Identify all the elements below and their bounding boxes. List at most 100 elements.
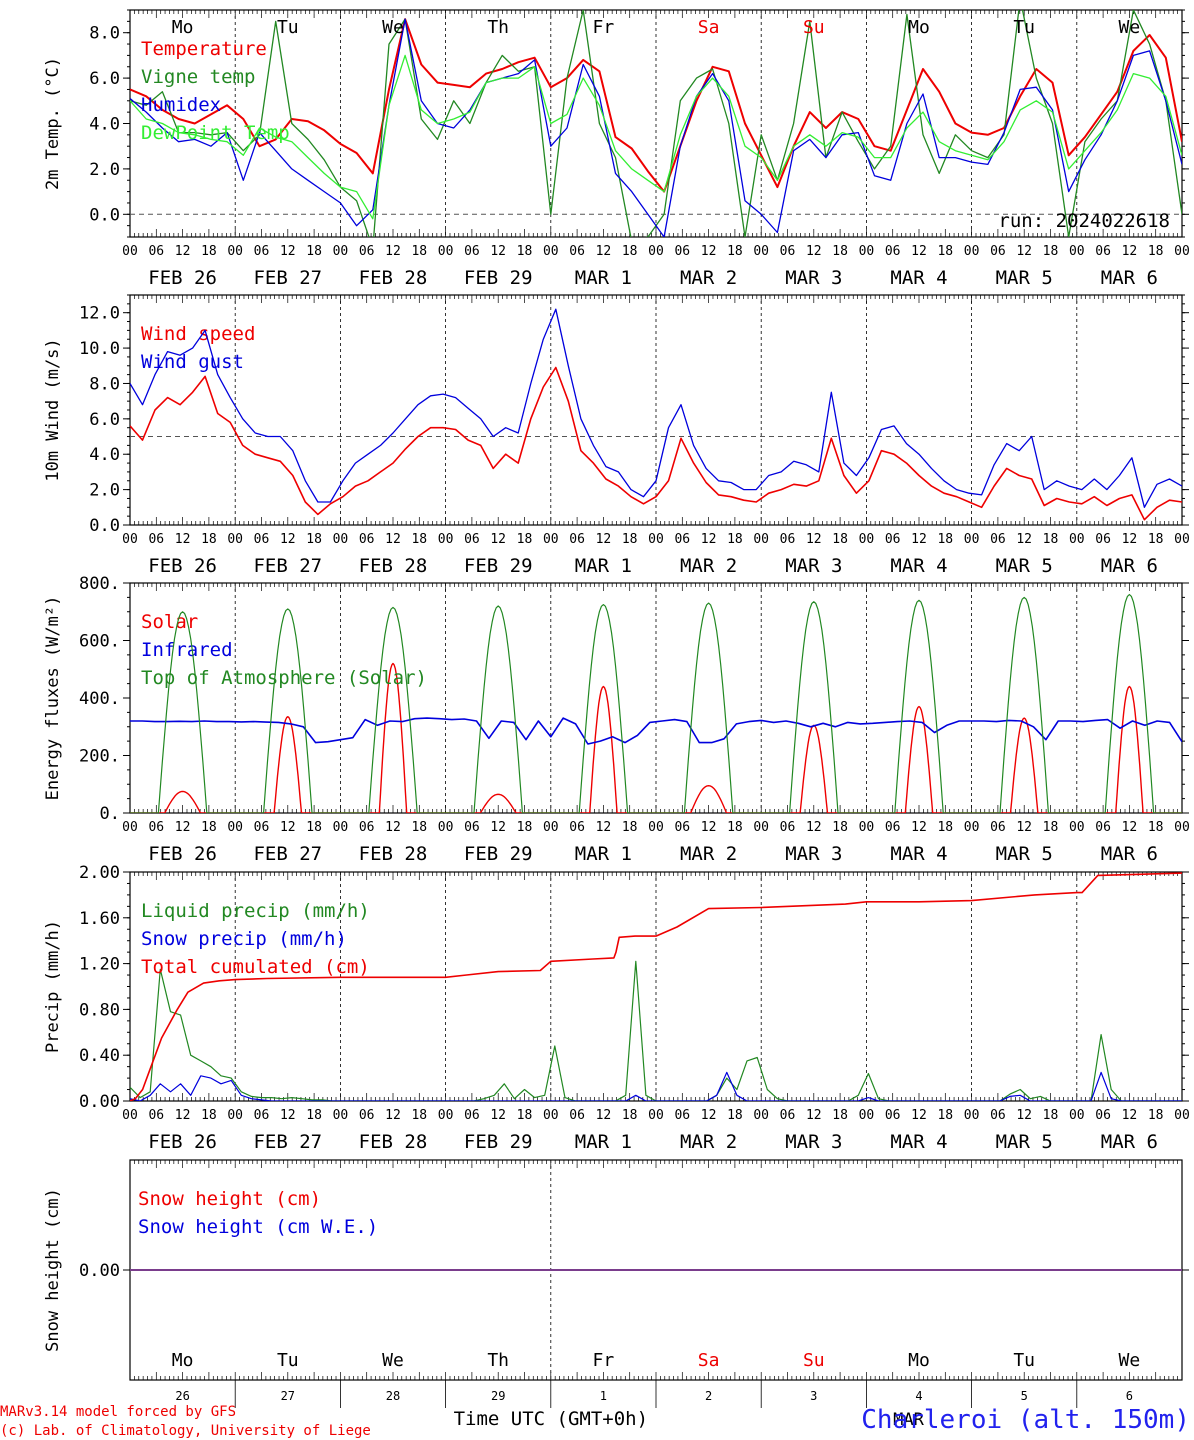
date-label: MAR 2 [680, 555, 737, 577]
hour-tick-label: 12 [1016, 1108, 1032, 1123]
hour-tick-label: 18 [727, 532, 743, 547]
hour-tick-label: 00 [964, 244, 980, 259]
date-label: MAR 3 [785, 267, 842, 289]
hour-tick-label: 12 [385, 1108, 401, 1123]
hour-tick-label: 18 [1148, 820, 1164, 835]
panel-3: 0. 200. 400. 600. 800. Energy fluxes (W/m²) So… [43, 574, 1190, 865]
day-name: Tu [277, 1350, 299, 1371]
hour-tick-label: 06 [569, 1108, 585, 1123]
hour-tick-label: 18 [411, 1108, 427, 1123]
y-tick-label: 0.0 [89, 516, 120, 536]
legend-entry: Humidex [141, 94, 221, 116]
hour-tick-label: 00 [859, 532, 875, 547]
day-number: 5 [1021, 1389, 1028, 1403]
hour-tick-label: 06 [148, 820, 164, 835]
hour-tick-label: 00 [648, 244, 664, 259]
hour-tick-label: 12 [280, 532, 296, 547]
series-line-1 [130, 960, 1182, 1101]
hour-tick-label: 18 [622, 1108, 638, 1123]
hour-tick-label: 12 [1122, 244, 1138, 259]
hour-tick-label: 06 [990, 532, 1006, 547]
hour-tick-label: 06 [885, 532, 901, 547]
y-axis-label: Snow height (cm) [43, 1188, 63, 1352]
hour-tick-label: 12 [490, 1108, 506, 1123]
series-line-3 [130, 872, 1182, 1101]
hour-tick-label: 18 [1148, 1108, 1164, 1123]
hour-tick-label: 18 [411, 244, 427, 259]
hour-tick-label: 00 [227, 1108, 243, 1123]
day-name: Su [803, 1350, 825, 1371]
date-label: FEB 29 [464, 843, 533, 865]
hour-tick-label: 06 [254, 244, 270, 259]
day-number: 4 [915, 1389, 922, 1403]
y-tick-label: 600. [79, 632, 120, 652]
hour-tick-label: 06 [674, 532, 690, 547]
hour-tick-label: 00 [859, 1108, 875, 1123]
day-number: 29 [491, 1389, 505, 1403]
hour-tick-label: 12 [490, 532, 506, 547]
hour-tick-label: 12 [806, 532, 822, 547]
hour-tick-label: 18 [937, 820, 953, 835]
hour-tick-label: 12 [385, 820, 401, 835]
day-name: We [382, 17, 404, 38]
hour-tick-label: 18 [517, 532, 533, 547]
hour-tick-label: 06 [464, 244, 480, 259]
hour-tick-label: 00 [333, 1108, 349, 1123]
hour-tick-label: 18 [201, 1108, 217, 1123]
day-name: Tu [1013, 1350, 1035, 1371]
hour-tick-label: 12 [701, 820, 717, 835]
hour-tick-label: 06 [780, 1108, 796, 1123]
day-name: We [382, 1350, 404, 1371]
hour-tick-label: 12 [175, 820, 191, 835]
hour-tick-label: 12 [490, 244, 506, 259]
hour-tick-label: 12 [1016, 820, 1032, 835]
hour-tick-label: 00 [438, 1108, 454, 1123]
hour-tick-label: 06 [359, 1108, 375, 1123]
date-label: FEB 26 [148, 1131, 217, 1153]
hour-tick-label: 00 [1069, 532, 1085, 547]
hour-tick-label: 06 [254, 532, 270, 547]
hour-tick-label: 06 [254, 820, 270, 835]
date-label: FEB 27 [253, 267, 322, 289]
hour-tick-label: 12 [911, 244, 927, 259]
y-tick-label: 800. [79, 574, 120, 594]
date-label: MAR 3 [785, 555, 842, 577]
y-tick-label: 0.00 [79, 1261, 120, 1281]
run-annotation: run: 2024022618 [998, 210, 1170, 232]
hour-tick-label: 06 [569, 244, 585, 259]
y-tick-label: 12.0 [79, 304, 120, 324]
hour-tick-label: 00 [648, 532, 664, 547]
hour-tick-label: 00 [1174, 820, 1190, 835]
hour-tick-label: 18 [937, 1108, 953, 1123]
y-tick-label: 4.0 [89, 445, 120, 465]
hour-tick-label: 06 [1095, 532, 1111, 547]
hour-tick-label: 00 [648, 1108, 664, 1123]
day-number: 28 [386, 1389, 400, 1403]
day-number: 27 [281, 1389, 295, 1403]
hour-tick-label: 12 [1122, 820, 1138, 835]
date-label: MAR 2 [680, 1131, 737, 1153]
day-name: Mo [172, 17, 194, 38]
hour-tick-label: 12 [806, 1108, 822, 1123]
hour-tick-label: 18 [1043, 532, 1059, 547]
y-tick-label: 1.20 [79, 955, 120, 975]
y-tick-label: 6.0 [89, 410, 120, 430]
date-label: FEB 27 [253, 1131, 322, 1153]
y-tick-label: 0. [100, 804, 120, 824]
day-number: 3 [810, 1389, 817, 1403]
hour-tick-label: 00 [122, 244, 138, 259]
hour-tick-label: 12 [596, 820, 612, 835]
date-label: MAR 6 [1101, 843, 1158, 865]
day-name: Mo [908, 1350, 930, 1371]
hour-tick-label: 12 [911, 820, 927, 835]
date-label: MAR 2 [680, 843, 737, 865]
hour-tick-label: 00 [122, 532, 138, 547]
panel-5: 0.00 Snow height (cm) Snow height (cm) Snow… [43, 1159, 1189, 1430]
hour-tick-label: 12 [806, 244, 822, 259]
hour-tick-label: 00 [227, 820, 243, 835]
hour-tick-label: 18 [306, 1108, 322, 1123]
hour-tick-label: 00 [859, 244, 875, 259]
date-label: MAR 1 [575, 555, 632, 577]
legend-entry: DewPoint Temp [141, 122, 290, 144]
hour-tick-label: 12 [280, 244, 296, 259]
